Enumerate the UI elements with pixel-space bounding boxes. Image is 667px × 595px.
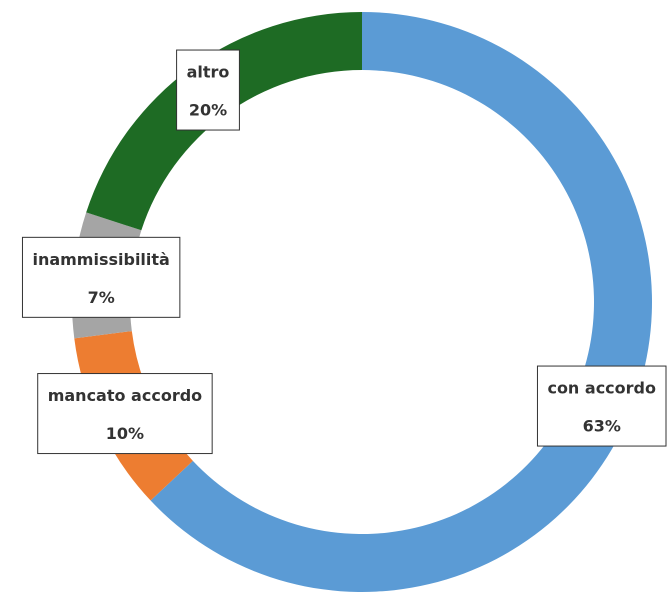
value-label: 20% bbox=[189, 101, 227, 120]
data-label: mancato accordo 10% bbox=[37, 373, 213, 455]
category-label: con accordo bbox=[547, 379, 656, 398]
label-box bbox=[37, 373, 213, 455]
value-label: 7% bbox=[88, 288, 115, 307]
donut-slice bbox=[86, 12, 363, 231]
data-label: con accordo 63% bbox=[536, 365, 667, 447]
category-label: mancato accordo bbox=[48, 386, 202, 405]
category-label: inammissibilità bbox=[32, 250, 169, 269]
value-label: 10% bbox=[106, 424, 144, 443]
label-box bbox=[176, 49, 240, 131]
value-label: 63% bbox=[583, 417, 621, 436]
data-label: altro 20% bbox=[176, 49, 240, 131]
label-box bbox=[536, 365, 667, 447]
data-label: inammissibilità 7% bbox=[21, 236, 181, 318]
category-label: altro bbox=[187, 63, 230, 82]
label-box bbox=[21, 236, 181, 318]
donut-slice bbox=[150, 12, 652, 592]
